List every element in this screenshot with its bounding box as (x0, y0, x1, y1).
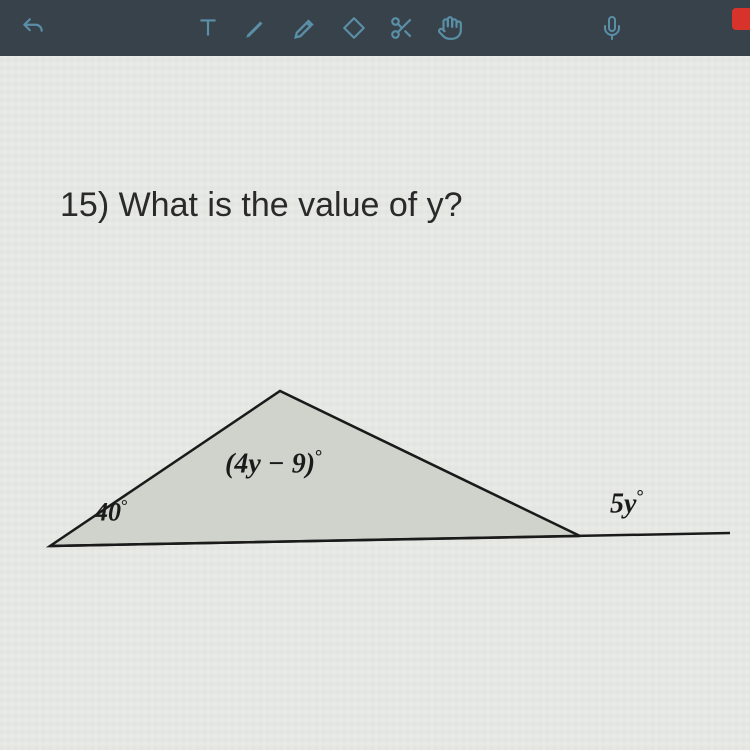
question-text: 15) What is the value of y? (60, 186, 463, 225)
hand-icon[interactable] (437, 15, 463, 41)
eraser-icon[interactable] (341, 15, 367, 41)
undo-icon[interactable] (20, 15, 46, 41)
text-icon[interactable] (195, 15, 221, 41)
question-body: What is the value of y? (119, 186, 463, 224)
record-badge[interactable] (732, 8, 750, 30)
angle-bottom-left: 40° (95, 496, 128, 528)
toolbar-right-group (732, 8, 750, 30)
triangle-diagram: 40° (4y − 9)° 5y° (30, 346, 730, 596)
toolbar-left-group (20, 15, 46, 41)
toolbar-center-group (195, 14, 463, 42)
triangle-svg (30, 346, 730, 596)
content-area: 15) What is the value of y? 40° (4y − 9)… (0, 56, 750, 750)
toolbar-mic-group (600, 16, 624, 40)
angle-top: (4y − 9)° (225, 446, 322, 480)
angle-exterior-right: 5y° (610, 486, 644, 520)
pen-icon[interactable] (243, 15, 269, 41)
toolbar (0, 0, 750, 56)
highlighter-icon[interactable] (291, 14, 319, 42)
scissors-icon[interactable] (389, 15, 415, 41)
question-number: 15) (60, 186, 109, 224)
mic-icon[interactable] (600, 16, 624, 40)
